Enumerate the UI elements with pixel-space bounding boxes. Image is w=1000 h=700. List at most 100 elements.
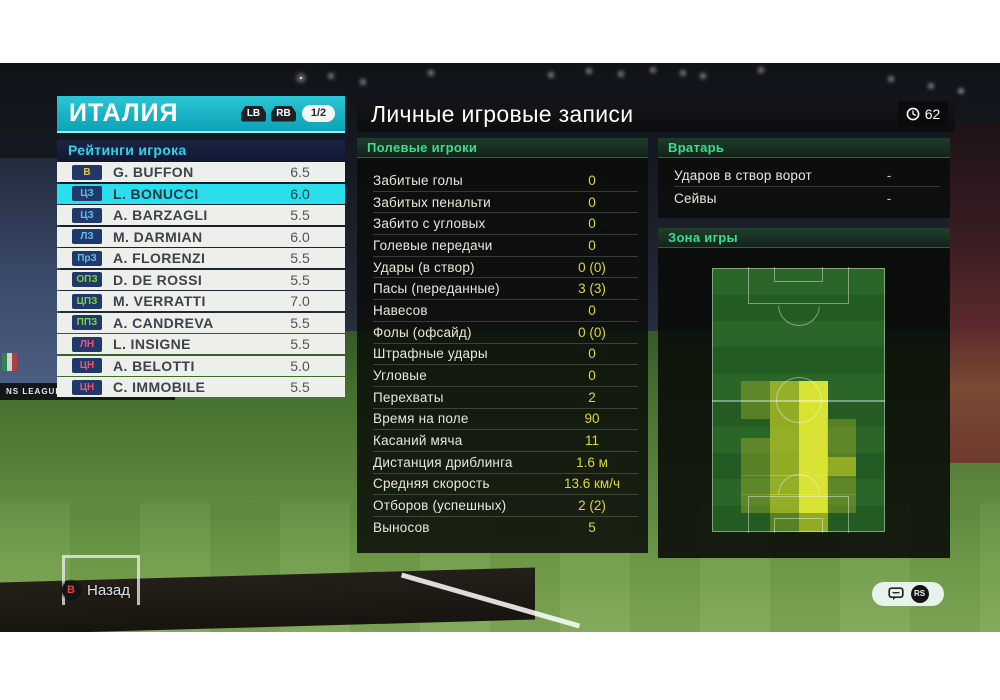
field-players-header: Полевые игроки bbox=[357, 138, 648, 158]
heatmap-cell bbox=[740, 475, 770, 495]
heatmap-cell bbox=[769, 494, 799, 514]
player-row[interactable]: ЛЗ M. DARMIAN 6.0 bbox=[57, 226, 345, 247]
rs-button-icon[interactable]: RS bbox=[910, 585, 929, 603]
goalkeeper-header: Вратарь bbox=[658, 138, 950, 158]
player-row[interactable]: ЦПЗ M. VERRATTI 7.0 bbox=[57, 291, 345, 311]
player-name: G. BUFFON bbox=[113, 164, 194, 180]
stat-label: Касаний мяча bbox=[373, 433, 463, 449]
ad-board-text: NS LEAGUE bbox=[6, 387, 62, 396]
heatmap-cell bbox=[769, 418, 799, 438]
player-row[interactable]: ЦН C. IMMOBILE 5.5 bbox=[57, 377, 345, 397]
player-ratings-list: В G. BUFFON 6.5 ЦЗ L. BONUCCI 6.0 ЦЗ A. BARZAGL… bbox=[57, 162, 345, 399]
stat-value: 0 bbox=[588, 172, 596, 188]
stat-value: 0 (0) bbox=[578, 324, 606, 340]
stat-row: Удары (в створ) 0 (0) bbox=[373, 257, 638, 279]
rb-button[interactable]: RB bbox=[271, 105, 296, 122]
match-time-value: 62 bbox=[924, 106, 941, 122]
player-row[interactable]: ЦЗ A. BARZAGLI 5.5 bbox=[57, 205, 345, 225]
player-name: L. BONUCCI bbox=[113, 185, 199, 202]
position-badge: ПрЗ bbox=[72, 250, 102, 266]
stat-value: 0 bbox=[588, 237, 596, 253]
heatmap-cell bbox=[827, 494, 857, 514]
heatmap-cell bbox=[740, 400, 770, 420]
player-row[interactable]: ОПЗ D. DE ROSSI 5.5 bbox=[57, 269, 345, 290]
player-row[interactable]: ЛН L. INSIGNE 5.5 bbox=[57, 334, 345, 354]
player-rating: 5.5 bbox=[290, 336, 310, 352]
player-rating: 6.5 bbox=[290, 164, 310, 180]
player-name: M. VERRATTI bbox=[113, 293, 206, 309]
stat-label: Забито с угловых bbox=[373, 216, 486, 232]
stat-label: Фолы (офсайд) bbox=[373, 324, 472, 340]
stat-row: Перехваты 2 bbox=[373, 387, 638, 409]
field-player-stats-panel: Забитые голы 0 Забитых пенальти 0 Забито с у… bbox=[357, 158, 648, 553]
stat-value: 5 bbox=[588, 520, 596, 536]
heatmap-pitch bbox=[712, 267, 885, 533]
game-viewport: NS LEAGUE ИТАЛИЯ LB RB 1/2 Рейтинги игро… bbox=[0, 63, 1000, 632]
stat-label: Забитых пенальти bbox=[373, 194, 491, 210]
stat-row: Средняя скорость 13.6 км/ч bbox=[373, 474, 638, 496]
position-badge: ЦПЗ bbox=[72, 293, 102, 309]
stat-label: Голевые передачи bbox=[373, 237, 493, 253]
stat-label: Штрафные удары bbox=[373, 346, 488, 362]
stat-value: 0 bbox=[588, 346, 596, 362]
player-rating: 6.0 bbox=[290, 185, 310, 202]
center-circle bbox=[775, 377, 822, 423]
stat-row: Дистанция дриблинга 1.6 м bbox=[373, 452, 638, 474]
stat-row: Фолы (офсайд) 0 (0) bbox=[373, 322, 638, 344]
stat-value: 1.6 м bbox=[576, 454, 608, 470]
player-rating: 5.5 bbox=[290, 314, 310, 331]
stat-label: Ударов в створ ворот bbox=[674, 168, 812, 183]
heatmap-cell bbox=[827, 456, 857, 476]
player-row[interactable]: ПрЗ A. FLORENZI 5.5 bbox=[57, 248, 345, 268]
lb-button[interactable]: LB bbox=[241, 105, 266, 122]
stat-row: Голевые передачи 0 bbox=[373, 235, 638, 257]
penalty-box-top bbox=[748, 267, 849, 304]
field-players-title: Полевые игроки bbox=[367, 140, 478, 155]
back-label: Назад bbox=[87, 581, 130, 599]
stat-value: 0 bbox=[588, 302, 596, 318]
stat-row: Выносов 5 bbox=[373, 517, 638, 539]
stat-value: - bbox=[886, 168, 892, 183]
player-row[interactable]: ЦН A. BELOTTI 5.0 bbox=[57, 355, 345, 376]
stat-value: 2 (2) bbox=[578, 498, 606, 514]
goal-area-bottom bbox=[774, 518, 823, 533]
player-name: A. CANDREVA bbox=[113, 314, 214, 331]
player-rating: 5.5 bbox=[290, 271, 310, 288]
b-button-icon[interactable]: B bbox=[62, 581, 80, 599]
chat-bubble-icon[interactable] bbox=[887, 587, 904, 601]
stat-label: Средняя скорость bbox=[373, 476, 490, 492]
player-name: A. BARZAGLI bbox=[113, 207, 208, 223]
back-control[interactable]: B Назад bbox=[62, 581, 130, 599]
player-ratings-header: Рейтинги игрока bbox=[57, 140, 345, 161]
pitch-border-line bbox=[712, 268, 885, 532]
position-badge: ОПЗ bbox=[72, 272, 102, 287]
stat-value: 0 bbox=[588, 216, 596, 232]
stat-row: Штрафные удары 0 bbox=[373, 344, 638, 366]
player-row[interactable]: ЦЗ L. BONUCCI 6.0 bbox=[57, 183, 345, 204]
player-row[interactable]: В G. BUFFON 6.5 bbox=[57, 162, 345, 182]
play-zone-title: Зона игры bbox=[668, 230, 738, 245]
stat-value: 0 (0) bbox=[578, 259, 606, 275]
player-row[interactable]: ППЗ A. CANDREVA 5.5 bbox=[57, 312, 345, 333]
heatmap-cell bbox=[740, 381, 770, 401]
position-badge: ЦН bbox=[72, 358, 102, 373]
floodlights bbox=[300, 77, 302, 79]
player-name: D. DE ROSSI bbox=[113, 271, 203, 288]
stat-label: Время на поле bbox=[373, 411, 469, 427]
stat-value: 0 bbox=[588, 194, 596, 210]
stat-row: Ударов в створ ворот - bbox=[674, 165, 940, 187]
stat-label: Выносов bbox=[373, 520, 430, 536]
position-badge: ЛН bbox=[72, 336, 102, 352]
stat-label: Перехваты bbox=[373, 389, 444, 405]
stat-row: Пасы (переданные) 3 (3) bbox=[373, 278, 638, 301]
player-rating: 5.5 bbox=[290, 250, 310, 266]
left-stand-crowd bbox=[0, 158, 60, 388]
stat-label: Забитые голы bbox=[373, 172, 463, 188]
heatmap-cell bbox=[827, 475, 857, 495]
stat-row: Навесов 0 bbox=[373, 300, 638, 322]
heatmap-cell bbox=[798, 494, 828, 514]
player-rating: 5.0 bbox=[290, 357, 310, 374]
player-name: A. BELOTTI bbox=[113, 357, 195, 374]
player-ratings-title: Рейтинги игрока bbox=[68, 142, 187, 158]
